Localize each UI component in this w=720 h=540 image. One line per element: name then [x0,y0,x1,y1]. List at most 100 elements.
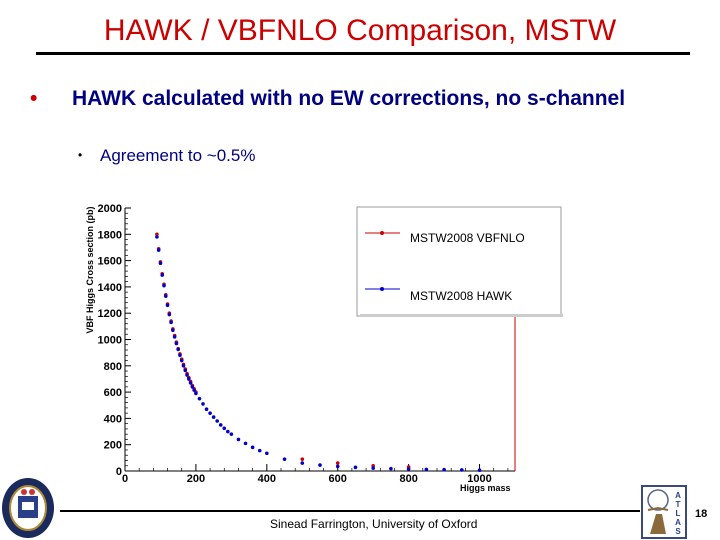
legend-dot-hawk [380,287,384,291]
y-axis-label: VBF Higgs Cross section (pb) [85,206,95,333]
hawk-point [477,468,482,473]
x-tick-label: 600 [329,473,347,485]
hawk-point [201,402,205,406]
hawk-point [265,451,269,456]
atlas-letter: A [675,491,681,500]
hawk-point [371,466,375,470]
y-tick-label: 1800 [98,229,122,241]
hawk-point [300,461,305,465]
hawk-point [183,368,188,373]
y-tick-label: 1000 [98,335,122,347]
x-tick-label: 1000 [467,473,491,485]
hawk-point [250,445,255,450]
hawk-point [155,235,159,239]
bullet-main-text: HAWK calculated with no EW corrections, … [72,87,626,110]
vbfnlo-point [155,232,159,237]
slide-title: HAWK / VBFNLO Comparison, MSTW [103,14,617,47]
hawk-point [169,320,173,325]
atlas-letter: T [676,500,681,509]
bullet-sub-marker: • [78,148,83,162]
hawk-point [185,373,189,377]
y-tick-label: 1200 [98,308,122,320]
footer-credit: Sinead Farrington, University of Oxford [270,517,478,531]
hawk-point [188,381,193,385]
hawk-point [460,468,464,472]
hawk-point [353,465,358,470]
hawk-point [167,312,172,317]
hawk-point [243,441,248,446]
vbfnlo-point [335,461,340,465]
y-tick-label: 1600 [98,256,122,268]
hawk-point [178,353,182,358]
x-axis-label: Higgs mass [460,483,511,493]
bullet-main: • HAWK calculated with no EW corrections… [30,86,650,111]
hawk-point [163,294,168,298]
x-axis-ticks: 0 200 400 600 800 1000 [122,464,509,485]
x-tick-label: 400 [258,473,276,485]
legend-label-hawk: MSTW2008 HAWK [410,289,512,303]
atlas-letter: L [676,509,681,518]
hawk-point [176,347,180,352]
y-tick-label: 600 [104,387,122,399]
hawk-point [229,432,234,436]
y-tick-label: 800 [104,361,122,373]
atlas-letter: S [675,527,681,536]
hawk-point [187,377,191,381]
x-tick-label: 0 [122,473,128,485]
hawk-point [192,388,196,392]
y-tick-label: 200 [104,440,122,452]
legend-dot-vbfnlo [380,231,384,235]
hawk-point [158,261,163,266]
vbfnlo-point [300,457,305,461]
hawk-point [389,466,393,471]
x-tick-label: 200 [187,473,205,485]
hawk-point [171,328,175,333]
chart-legend: MSTW2008 VBFNLO MSTW2008 HAWK [356,206,563,317]
atlas-letter: A [675,518,681,527]
hawk-point [156,248,161,252]
hawk-point [257,448,262,453]
hawk-point [160,273,165,277]
bullet-marker: • [30,87,38,110]
hawk-point [215,419,219,423]
hawk-point [190,385,195,389]
data-series [155,232,482,473]
hawk-point [282,457,287,461]
hawk-point [406,467,411,471]
bullet-sub-text: Agreement to ~0.5% [100,146,256,165]
hawk-point [181,364,186,368]
hawk-point [236,437,241,442]
page-number: 18 [695,508,708,520]
oxford-crest-icon [2,478,54,538]
hawk-point [442,467,446,472]
hawk-point [172,335,177,339]
hawk-point [179,358,184,363]
legend-box [356,206,562,317]
footer-divider [60,510,640,512]
hawk-point [208,411,212,415]
hawk-point [174,341,179,346]
legend-shadow [360,314,563,317]
hawk-point [222,426,227,431]
x-tick-label: 800 [399,473,417,485]
hawk-point [424,467,429,472]
y-tick-label: 2000 [98,203,122,215]
hawk-point [204,407,209,411]
hawk-point [165,303,170,308]
hawk-point [162,283,166,288]
legend-label-vbfnlo: MSTW2008 VBFNLO [410,231,525,245]
title-divider [36,52,690,55]
y-tick-label: 400 [104,413,122,425]
y-axis-ticks: 0 200 400 600 800 1000 1200 1400 1600 1800 2000 [98,203,131,478]
y-tick-label: 0 [116,466,122,478]
y-tick-label: 1400 [98,282,122,294]
hawk-point [226,429,230,434]
bullet-sub: • Agreement to ~0.5% [78,146,255,166]
hawk-point [194,391,198,396]
hawk-point [211,415,216,419]
hawk-point [335,464,340,469]
hawk-point [318,463,322,467]
hawk-point [197,396,202,401]
